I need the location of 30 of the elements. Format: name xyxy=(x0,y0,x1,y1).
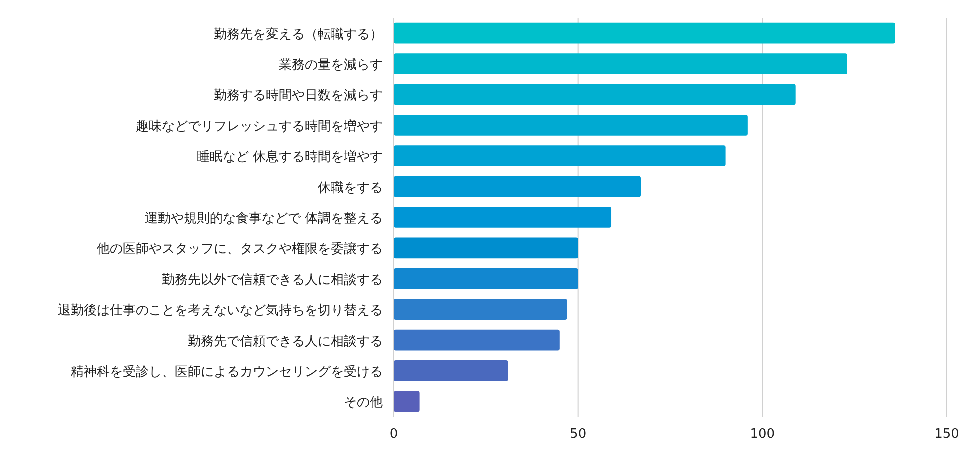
y-tick-label: 他の医師やスタッフに、タスクや権限を委譲する xyxy=(97,242,383,258)
bar xyxy=(394,22,896,44)
bar xyxy=(394,146,726,167)
y-tick-label: その他 xyxy=(344,396,383,411)
bar xyxy=(394,54,848,74)
y-tick-label: 勤務先で信頼できる人に相談する xyxy=(188,334,383,350)
x-tick-label: 100 xyxy=(750,427,776,442)
x-tick-label: 0 xyxy=(390,427,398,442)
bar xyxy=(394,84,796,106)
y-tick-label: 精神科を受診し、医師によるカウンセリングを受ける xyxy=(71,364,383,380)
y-tick-label: 勤務先を変える（転職する） xyxy=(214,26,383,42)
y-tick-label: 休職をする xyxy=(318,180,383,196)
bar xyxy=(394,299,568,320)
bar xyxy=(394,238,578,259)
bar xyxy=(394,207,612,228)
y-tick-label: 勤務先以外で信頼できる人に相談する xyxy=(162,272,383,288)
y-tick-label: 勤務する時間や日数を減らす xyxy=(214,88,383,104)
x-tick-label: 50 xyxy=(570,427,587,442)
x-tick-label: 150 xyxy=(934,427,960,442)
bar xyxy=(394,330,560,351)
bar xyxy=(394,391,420,412)
y-tick-label: 退勤後は仕事のことを考えないなど気持ちを切り替える xyxy=(58,304,383,319)
y-tick-label: 睡眠など 休息する時間を増やす xyxy=(196,149,383,166)
bar xyxy=(394,268,578,290)
y-tick-label: 運動や規則的な食事などで 体調を整える xyxy=(144,212,383,226)
bar xyxy=(394,360,508,382)
bar xyxy=(394,176,642,198)
y-tick-label: 趣味などでリフレッシュする時間を増やす xyxy=(136,118,383,134)
bar xyxy=(394,114,748,136)
y-tick-label: 業務の量を減らす xyxy=(279,58,383,74)
